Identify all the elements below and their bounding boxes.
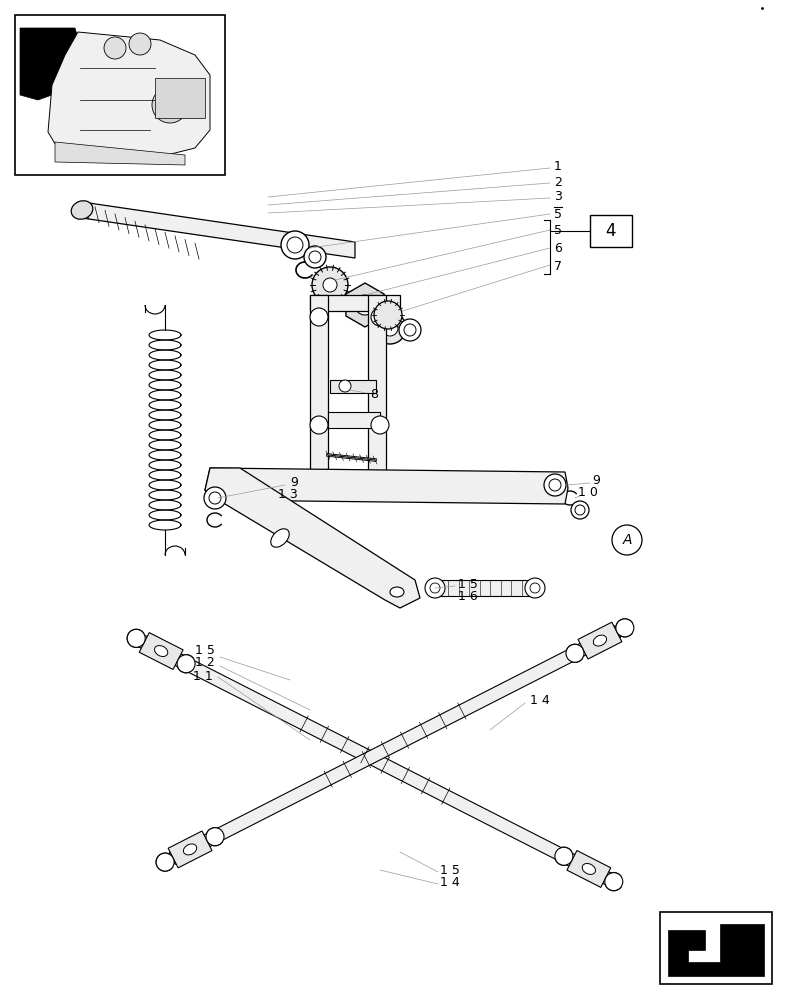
Circle shape bbox=[575, 505, 585, 515]
Ellipse shape bbox=[390, 587, 404, 597]
Circle shape bbox=[604, 873, 623, 891]
Text: 1 0: 1 0 bbox=[578, 487, 598, 499]
Text: 9: 9 bbox=[592, 474, 600, 487]
Text: 1 3: 1 3 bbox=[278, 488, 298, 500]
Circle shape bbox=[206, 828, 224, 846]
Text: 1 1: 1 1 bbox=[193, 670, 213, 684]
Circle shape bbox=[355, 295, 375, 315]
Polygon shape bbox=[139, 633, 183, 669]
Circle shape bbox=[304, 246, 326, 268]
Circle shape bbox=[281, 231, 309, 259]
Circle shape bbox=[374, 312, 406, 344]
Circle shape bbox=[310, 308, 328, 326]
Circle shape bbox=[312, 267, 348, 303]
Ellipse shape bbox=[224, 478, 246, 492]
Polygon shape bbox=[346, 283, 384, 327]
Circle shape bbox=[571, 501, 589, 519]
Ellipse shape bbox=[154, 646, 168, 657]
Bar bbox=[310, 478, 400, 492]
Circle shape bbox=[310, 416, 328, 434]
Polygon shape bbox=[578, 622, 622, 659]
Circle shape bbox=[339, 380, 351, 392]
Circle shape bbox=[156, 853, 174, 871]
Polygon shape bbox=[205, 468, 420, 608]
Circle shape bbox=[399, 319, 421, 341]
Polygon shape bbox=[136, 634, 614, 886]
Ellipse shape bbox=[593, 635, 607, 646]
Ellipse shape bbox=[582, 863, 596, 874]
Circle shape bbox=[323, 278, 337, 292]
Polygon shape bbox=[668, 924, 764, 976]
Text: 1 5: 1 5 bbox=[440, 863, 460, 876]
Bar bbox=[590, 215, 632, 247]
Circle shape bbox=[104, 37, 126, 59]
Text: 3: 3 bbox=[554, 190, 562, 204]
Text: 1 2: 1 2 bbox=[195, 656, 215, 670]
Circle shape bbox=[371, 416, 389, 434]
Text: 1: 1 bbox=[554, 160, 562, 174]
Polygon shape bbox=[82, 202, 355, 258]
Text: 1 4: 1 4 bbox=[440, 876, 459, 888]
Bar bbox=[660, 912, 772, 984]
Text: 1 6: 1 6 bbox=[458, 589, 478, 602]
Circle shape bbox=[160, 95, 180, 115]
Ellipse shape bbox=[184, 844, 197, 855]
Text: A: A bbox=[623, 533, 632, 547]
Text: 7: 7 bbox=[554, 259, 562, 272]
Circle shape bbox=[309, 251, 321, 263]
Polygon shape bbox=[430, 580, 540, 596]
Polygon shape bbox=[205, 468, 568, 504]
Circle shape bbox=[616, 619, 634, 637]
Circle shape bbox=[612, 525, 642, 555]
Circle shape bbox=[127, 629, 145, 647]
Circle shape bbox=[566, 644, 584, 662]
Polygon shape bbox=[168, 831, 212, 868]
Circle shape bbox=[544, 474, 566, 496]
Text: 1 5: 1 5 bbox=[458, 578, 478, 590]
Circle shape bbox=[425, 578, 445, 598]
Polygon shape bbox=[155, 78, 205, 118]
Circle shape bbox=[549, 479, 561, 491]
Polygon shape bbox=[55, 142, 185, 165]
Text: 1 5: 1 5 bbox=[195, 644, 215, 656]
Text: 5: 5 bbox=[554, 224, 562, 236]
Circle shape bbox=[525, 578, 545, 598]
Ellipse shape bbox=[71, 201, 93, 219]
Circle shape bbox=[204, 487, 226, 509]
Circle shape bbox=[382, 320, 398, 336]
Circle shape bbox=[209, 492, 221, 504]
Bar bbox=[368, 295, 386, 490]
Circle shape bbox=[555, 847, 573, 865]
Text: 1 4: 1 4 bbox=[530, 694, 550, 706]
Circle shape bbox=[152, 87, 188, 123]
Circle shape bbox=[371, 308, 389, 326]
Text: 8: 8 bbox=[370, 388, 378, 401]
Circle shape bbox=[177, 655, 195, 673]
Text: 4: 4 bbox=[606, 222, 616, 240]
Circle shape bbox=[129, 33, 151, 55]
Text: 6: 6 bbox=[554, 241, 562, 254]
Bar bbox=[310, 295, 328, 490]
Circle shape bbox=[430, 583, 440, 593]
Polygon shape bbox=[567, 851, 611, 887]
Bar bbox=[328, 412, 380, 428]
Text: 2: 2 bbox=[554, 176, 562, 188]
Circle shape bbox=[374, 301, 402, 329]
Polygon shape bbox=[20, 28, 80, 100]
Circle shape bbox=[530, 583, 540, 593]
Text: 9: 9 bbox=[290, 476, 298, 488]
Polygon shape bbox=[169, 626, 621, 864]
Circle shape bbox=[404, 324, 416, 336]
Bar bbox=[15, 15, 225, 175]
Polygon shape bbox=[48, 32, 210, 160]
Text: 5: 5 bbox=[554, 208, 562, 221]
Bar bbox=[330, 380, 376, 393]
Bar bbox=[310, 295, 400, 311]
Ellipse shape bbox=[271, 529, 289, 547]
Circle shape bbox=[287, 237, 303, 253]
